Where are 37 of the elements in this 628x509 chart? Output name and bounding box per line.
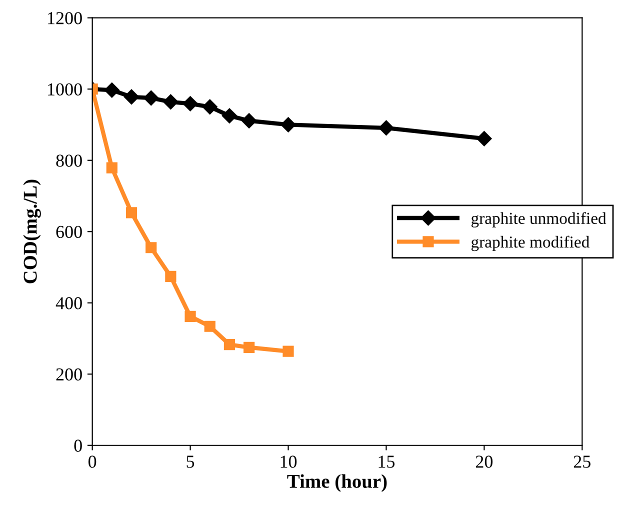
x-tick-label: 25 — [574, 456, 590, 468]
legend-label: graphite unmodified — [471, 212, 606, 228]
point — [241, 113, 257, 128]
point — [106, 162, 118, 174]
y-axis-title: COD(mg./L) — [23, 180, 41, 284]
legend-label: graphite modified — [471, 236, 590, 252]
point — [184, 310, 196, 322]
point — [282, 346, 294, 357]
point — [378, 120, 394, 136]
x-tick-label: 5 — [186, 456, 194, 468]
point — [104, 82, 120, 98]
point — [182, 96, 198, 112]
y-tick-label: 600 — [56, 226, 82, 238]
point — [165, 270, 176, 282]
x-tick-label: 0 — [88, 456, 96, 468]
point — [202, 99, 218, 114]
x-tick-label: 15 — [378, 456, 395, 468]
x-tick-label: 10 — [280, 456, 297, 468]
x-axis-title: Time (hour) — [287, 474, 387, 492]
point — [222, 108, 238, 124]
point — [163, 94, 178, 110]
y-tick-label: 400 — [56, 297, 82, 310]
point — [124, 89, 140, 104]
y-tick-label: 200 — [56, 368, 82, 381]
point — [146, 242, 157, 254]
point — [144, 90, 159, 106]
x-tick-label: 20 — [476, 456, 493, 468]
point — [224, 338, 236, 350]
point — [476, 131, 492, 146]
y-tick-label: 1200 — [48, 12, 82, 24]
y-tick-label: 1000 — [48, 83, 82, 96]
y-tick-label: 800 — [56, 154, 82, 167]
point — [204, 320, 216, 332]
point — [126, 207, 138, 218]
y-tick-label: 0 — [74, 440, 82, 452]
point — [280, 117, 296, 132]
point — [244, 342, 255, 353]
